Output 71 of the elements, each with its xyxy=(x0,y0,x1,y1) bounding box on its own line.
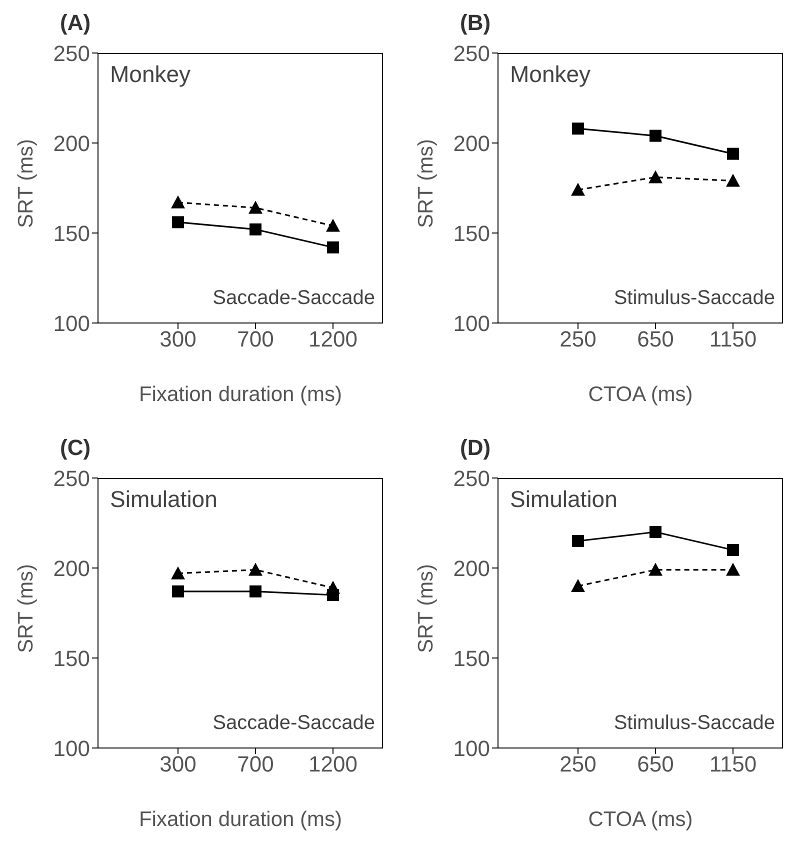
x-axis-title: CTOA (ms) xyxy=(588,383,693,406)
chart-title: (B) xyxy=(460,10,491,36)
chart-title: (A) xyxy=(60,10,91,36)
point xyxy=(327,241,339,254)
x-tick-label: 700 xyxy=(237,752,274,777)
point xyxy=(250,585,262,598)
x-axis-title: Fixation duration (ms) xyxy=(138,808,342,831)
x-tick-label: 1150 xyxy=(709,326,757,352)
annotation: Saccade-Saccade xyxy=(212,287,375,310)
point xyxy=(572,535,584,547)
y-tick-label: 150 xyxy=(53,646,90,671)
annotation: Simulation xyxy=(110,486,218,513)
x-axis-title: CTOA (ms) xyxy=(588,808,693,831)
point xyxy=(648,170,662,184)
x-tick-label: 700 xyxy=(237,326,274,352)
x-tick-label: 650 xyxy=(637,326,674,352)
y-axis-title: SRT (ms) xyxy=(14,564,38,653)
y-tick-label: 200 xyxy=(453,556,490,581)
y-tick-label: 100 xyxy=(453,736,490,761)
x-tick-label: 1200 xyxy=(308,326,358,352)
point xyxy=(172,216,184,228)
x-tick-label: 1150 xyxy=(709,752,757,777)
annotation: Simulation xyxy=(510,486,618,513)
y-tick-label: 150 xyxy=(53,220,90,246)
y-tick-label: 150 xyxy=(453,646,490,671)
point xyxy=(326,580,340,594)
point xyxy=(727,544,739,556)
point xyxy=(726,174,740,187)
annotation: Saccade-Saccade xyxy=(212,712,375,735)
point xyxy=(171,195,185,208)
y-tick-label: 100 xyxy=(453,310,490,336)
y-tick-label: 150 xyxy=(453,220,490,246)
y-tick-label: 250 xyxy=(453,466,490,491)
point xyxy=(248,562,262,576)
annotation: Stimulus-Saccade xyxy=(614,287,775,310)
point xyxy=(172,585,184,598)
y-tick-label: 200 xyxy=(53,130,90,156)
annotation: Monkey xyxy=(110,61,191,88)
point xyxy=(250,223,262,236)
y-tick-label: 200 xyxy=(53,556,90,581)
x-tick-label: 300 xyxy=(160,326,196,352)
x-tick-label: 650 xyxy=(637,752,674,777)
y-axis-title: SRT (ms) xyxy=(414,564,438,653)
y-tick-label: 200 xyxy=(453,130,490,156)
y-tick-label: 100 xyxy=(53,310,90,336)
y-tick-label: 250 xyxy=(53,466,90,491)
y-axis-title: SRT (ms) xyxy=(14,138,38,228)
y-tick-label: 250 xyxy=(453,40,490,66)
point xyxy=(571,579,585,592)
point xyxy=(572,122,584,135)
x-tick-label: 300 xyxy=(160,752,196,777)
x-axis-title: Fixation duration (ms) xyxy=(138,383,342,406)
y-tick-label: 100 xyxy=(53,736,90,761)
chart-title: (C) xyxy=(60,435,91,461)
x-tick-label: 250 xyxy=(560,752,596,777)
chart-title: (D) xyxy=(460,435,491,461)
point xyxy=(248,200,262,214)
point xyxy=(571,182,585,196)
point xyxy=(727,148,739,160)
y-tick-label: 250 xyxy=(53,40,90,66)
point xyxy=(650,130,662,142)
x-tick-label: 1200 xyxy=(308,752,358,777)
y-axis-title: SRT (ms) xyxy=(414,138,438,228)
point xyxy=(326,218,340,232)
point xyxy=(648,562,662,576)
point xyxy=(726,562,740,576)
x-tick-label: 250 xyxy=(560,326,596,352)
annotation: Stimulus-Saccade xyxy=(614,712,775,735)
point xyxy=(650,526,662,538)
annotation: Monkey xyxy=(510,61,591,88)
point xyxy=(171,566,185,580)
